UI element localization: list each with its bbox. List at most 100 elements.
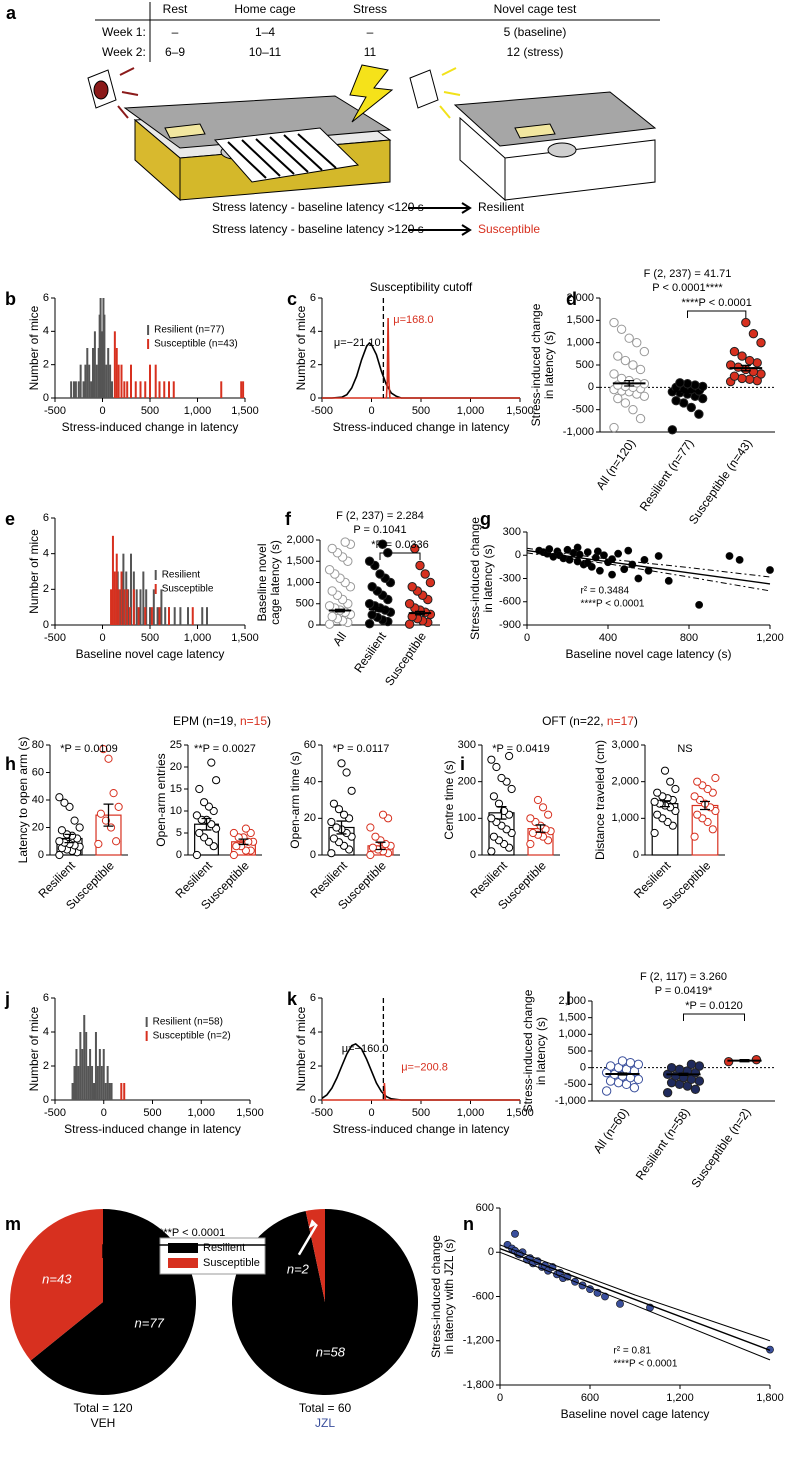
y-axis-label: cage latency (s) — [268, 540, 282, 625]
data-point — [725, 360, 736, 370]
error-bar — [624, 379, 635, 387]
x-tick-label: 0 — [368, 405, 374, 417]
data-point — [192, 811, 201, 820]
data-point — [324, 601, 335, 611]
histogram-bar — [84, 364, 87, 398]
histogram-bar — [187, 607, 189, 625]
data-point — [364, 599, 375, 609]
data-point — [737, 351, 747, 361]
y-axis-label: in latency (s) — [542, 331, 556, 399]
data-point — [583, 548, 592, 557]
stat-text: r² = 0.3484 — [580, 586, 629, 597]
data-point — [628, 404, 638, 415]
x-tick-label: 1,500 — [506, 405, 534, 417]
y-tick-label: 20 — [304, 812, 316, 824]
row-label: Week 1: — [102, 25, 146, 39]
histogram-bar — [115, 348, 118, 398]
x-axis-label: Stress-induced change in latency — [62, 420, 239, 434]
histogram-bar — [110, 1083, 113, 1100]
data-point — [207, 758, 216, 767]
annotation: μ=−21.10 — [334, 337, 381, 349]
error-bar — [336, 820, 347, 835]
cell: 11 — [364, 45, 377, 59]
x-axis-label: Baseline novel cage latency (s) — [565, 647, 731, 661]
y-tick-label: 2 — [43, 1060, 49, 1072]
histogram-bar — [132, 589, 135, 625]
pie-total: Total = 120 — [73, 1401, 132, 1415]
data-point — [375, 569, 385, 579]
y-tick-label: 0 — [38, 849, 44, 861]
data-point — [620, 565, 629, 574]
data-point — [420, 569, 430, 579]
annotation: μ=−200.8 — [401, 1061, 448, 1073]
data-point — [487, 814, 496, 823]
y-axis-label: Number of mice — [27, 1006, 41, 1091]
histogram-bar — [87, 1066, 90, 1100]
y-tick-label: 10 — [170, 805, 182, 817]
x-tick-label: Resilient — [351, 629, 389, 675]
data-point — [492, 762, 501, 772]
food — [164, 123, 206, 139]
histogram-bar — [90, 381, 93, 398]
arrow — [408, 202, 472, 236]
column-header: Stress — [353, 2, 387, 16]
y-tick-label: 20 — [170, 761, 182, 773]
y-tick-label: -1,800 — [463, 1379, 494, 1391]
y-tick-label: 3,000 — [611, 739, 639, 751]
data-point — [212, 776, 221, 785]
slice-label: n=43 — [42, 1271, 72, 1286]
histogram-bar — [129, 607, 132, 625]
x-axis-label: Stress-induced change in latency — [333, 420, 510, 434]
histogram-bar — [113, 331, 116, 398]
y-tick-label: -300 — [499, 572, 521, 584]
stat-text: F (2, 237) = 2.284 — [336, 510, 424, 522]
rule-condition: Stress latency - baseline latency <120 s — [212, 200, 424, 214]
y-tick-label: 100 — [458, 812, 476, 824]
y-tick-label: 1,500 — [558, 1012, 586, 1024]
x-tick-label: Susceptible (n=43) — [686, 437, 755, 527]
y-tick-label: 1,000 — [286, 576, 314, 588]
data-point — [596, 566, 604, 575]
data-point — [690, 1084, 701, 1095]
histogram-bar — [126, 589, 129, 625]
data-point — [662, 1087, 673, 1098]
error-bar — [375, 606, 385, 612]
y-axis-label: Number of mice — [294, 1006, 308, 1091]
y-tick-label: -600 — [499, 596, 521, 608]
data-point — [613, 351, 623, 361]
y-tick-label: 6 — [43, 292, 49, 304]
histogram-bar — [220, 381, 223, 398]
y-tick-label: 0 — [43, 1094, 49, 1106]
histogram-bar — [96, 1066, 99, 1100]
histogram-bar — [172, 381, 175, 398]
data-point — [617, 1056, 628, 1066]
data-point — [327, 543, 337, 554]
histogram-bar — [111, 381, 113, 398]
data-point — [650, 797, 659, 806]
x-tick-label: 500 — [143, 1107, 161, 1119]
histogram-bar — [168, 381, 170, 398]
histogram-bar — [191, 607, 194, 625]
data-point — [620, 398, 631, 408]
data-point — [613, 393, 623, 404]
x-tick-label: 1,000 — [184, 405, 212, 417]
data-point — [693, 777, 702, 786]
data-point — [654, 552, 663, 560]
error-bar — [535, 824, 546, 833]
x-tick-label: 0 — [99, 405, 105, 417]
y-axis-label: Stress-induced change — [529, 303, 543, 426]
histogram-bar — [201, 607, 204, 625]
data-point — [632, 337, 642, 348]
data-point — [723, 1056, 734, 1067]
data-point — [489, 832, 498, 841]
data-point — [407, 582, 417, 592]
y-tick-label: 80 — [32, 739, 44, 751]
density-curve — [322, 1082, 520, 1101]
y-axis-label: Number of mice — [294, 305, 308, 390]
panel-letter: m — [5, 1214, 21, 1234]
histogram-bar — [98, 1049, 101, 1100]
data-point — [664, 576, 673, 585]
y-tick-label: -1,200 — [463, 1335, 494, 1347]
histogram-bar — [100, 1066, 103, 1100]
panel-letter: c — [287, 289, 297, 309]
